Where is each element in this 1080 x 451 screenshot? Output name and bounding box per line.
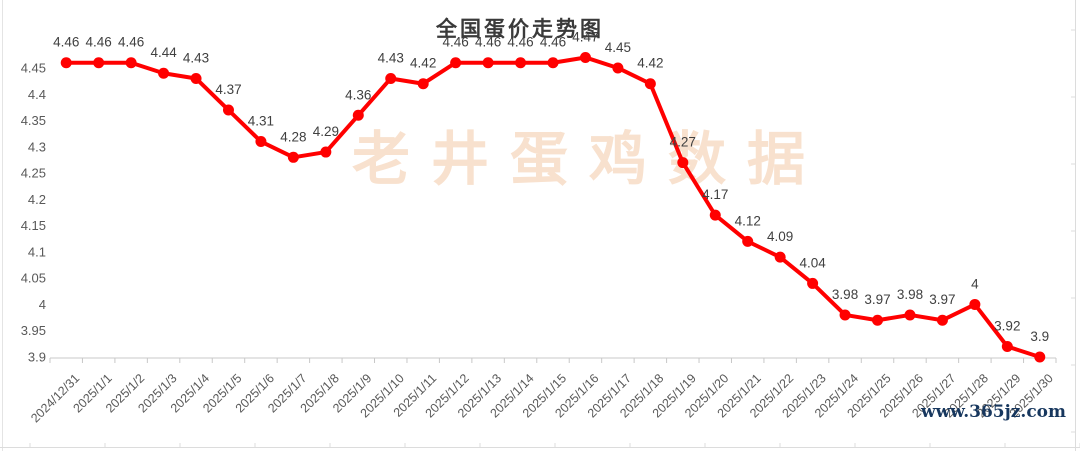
data-point-label: 4.45 [605, 40, 631, 55]
data-point-label: 4.29 [313, 124, 339, 139]
data-point-label: 4.17 [702, 187, 728, 202]
data-point-label: 4.42 [637, 56, 663, 71]
data-point-marker [742, 235, 754, 247]
y-axis-label: 3.95 [21, 323, 46, 338]
data-point-marker [482, 57, 494, 69]
y-axis-label: 4 [39, 297, 46, 312]
data-point-marker [872, 314, 884, 326]
data-point-label: 4.46 [118, 35, 144, 50]
y-axis-label: 4.3 [28, 139, 46, 154]
data-point-label: 4.37 [215, 82, 241, 97]
data-point-label: 3.98 [897, 287, 923, 302]
data-point-marker [547, 57, 559, 69]
data-point-marker [352, 109, 364, 121]
data-point-label: 4.46 [507, 35, 533, 50]
data-point-marker [644, 78, 656, 90]
data-point-marker [969, 298, 981, 310]
data-point-marker [579, 51, 591, 63]
data-point-label: 4.12 [735, 213, 761, 228]
data-point-marker [677, 157, 689, 169]
data-point-marker [190, 72, 202, 84]
sheet-border-left [2, 0, 3, 451]
y-axis-label: 4.25 [21, 166, 46, 181]
data-point-marker [936, 314, 948, 326]
data-point-marker [385, 72, 397, 84]
data-point-label: 4.09 [767, 229, 793, 244]
data-point-marker [515, 57, 527, 69]
data-point-label: 4.43 [183, 50, 209, 65]
data-point-label: 4.04 [799, 255, 826, 270]
chart-title: 全国蛋价走势图 [436, 16, 604, 41]
data-point-label: 4.46 [86, 35, 112, 50]
data-point-label: 3.9 [1030, 329, 1049, 344]
data-point-marker [158, 67, 170, 79]
sheet-border-right [1075, 0, 1076, 451]
y-axis-label: 4.1 [28, 244, 46, 259]
data-point-marker [1001, 340, 1013, 352]
data-point-marker [287, 151, 299, 163]
data-point-label: 4.47 [572, 29, 598, 44]
y-axis-label: 4.15 [21, 218, 46, 233]
data-point-label: 4.28 [280, 129, 306, 144]
site-url: www.365jz.com [921, 402, 1066, 422]
data-point-label: 4.42 [410, 56, 436, 71]
data-point-marker [450, 57, 462, 69]
data-point-label: 4.44 [150, 45, 177, 60]
data-point-label: 3.92 [994, 318, 1020, 333]
data-point-marker [709, 209, 721, 221]
x-axis-label: 2024/12/31 [28, 371, 82, 425]
data-point-label: 4.46 [540, 35, 566, 50]
data-point-label: 3.97 [864, 292, 890, 307]
y-axis-label: 4.45 [21, 60, 46, 75]
sheet-border-bottom [0, 447, 1080, 448]
data-point-label: 3.97 [929, 292, 955, 307]
y-axis-label: 4.4 [28, 87, 46, 102]
watermark-text: 老井蛋鸡数据 [352, 125, 827, 193]
data-point-label: 4.31 [248, 114, 274, 129]
data-point-marker [839, 309, 851, 321]
data-point-marker [93, 57, 105, 69]
y-axis-label: 3.9 [28, 350, 46, 365]
data-point-marker [417, 78, 429, 90]
data-point-marker [222, 104, 234, 116]
data-point-label: 4.27 [670, 135, 696, 150]
data-point-label: 4.43 [378, 50, 404, 65]
data-point-marker [60, 57, 72, 69]
y-axis-label: 4.2 [28, 192, 46, 207]
data-point-marker [1034, 351, 1046, 363]
trend-line [64, 55, 1042, 359]
y-axis-label: 4.05 [21, 271, 46, 286]
data-point-marker [125, 57, 137, 69]
data-point-label: 4.46 [53, 35, 79, 50]
data-point-marker [774, 251, 786, 263]
data-point-label: 4 [971, 276, 979, 291]
data-point-label: 4.46 [475, 35, 501, 50]
y-axis-label: 4.35 [21, 113, 46, 128]
data-point-label: 4.46 [443, 35, 469, 50]
data-point-marker [807, 277, 819, 289]
data-point-marker [904, 309, 916, 321]
data-point-label: 3.98 [832, 287, 858, 302]
data-point-marker [255, 136, 267, 148]
data-point-marker [612, 62, 624, 74]
data-point-marker [320, 146, 332, 158]
data-point-label: 4.36 [345, 87, 371, 102]
